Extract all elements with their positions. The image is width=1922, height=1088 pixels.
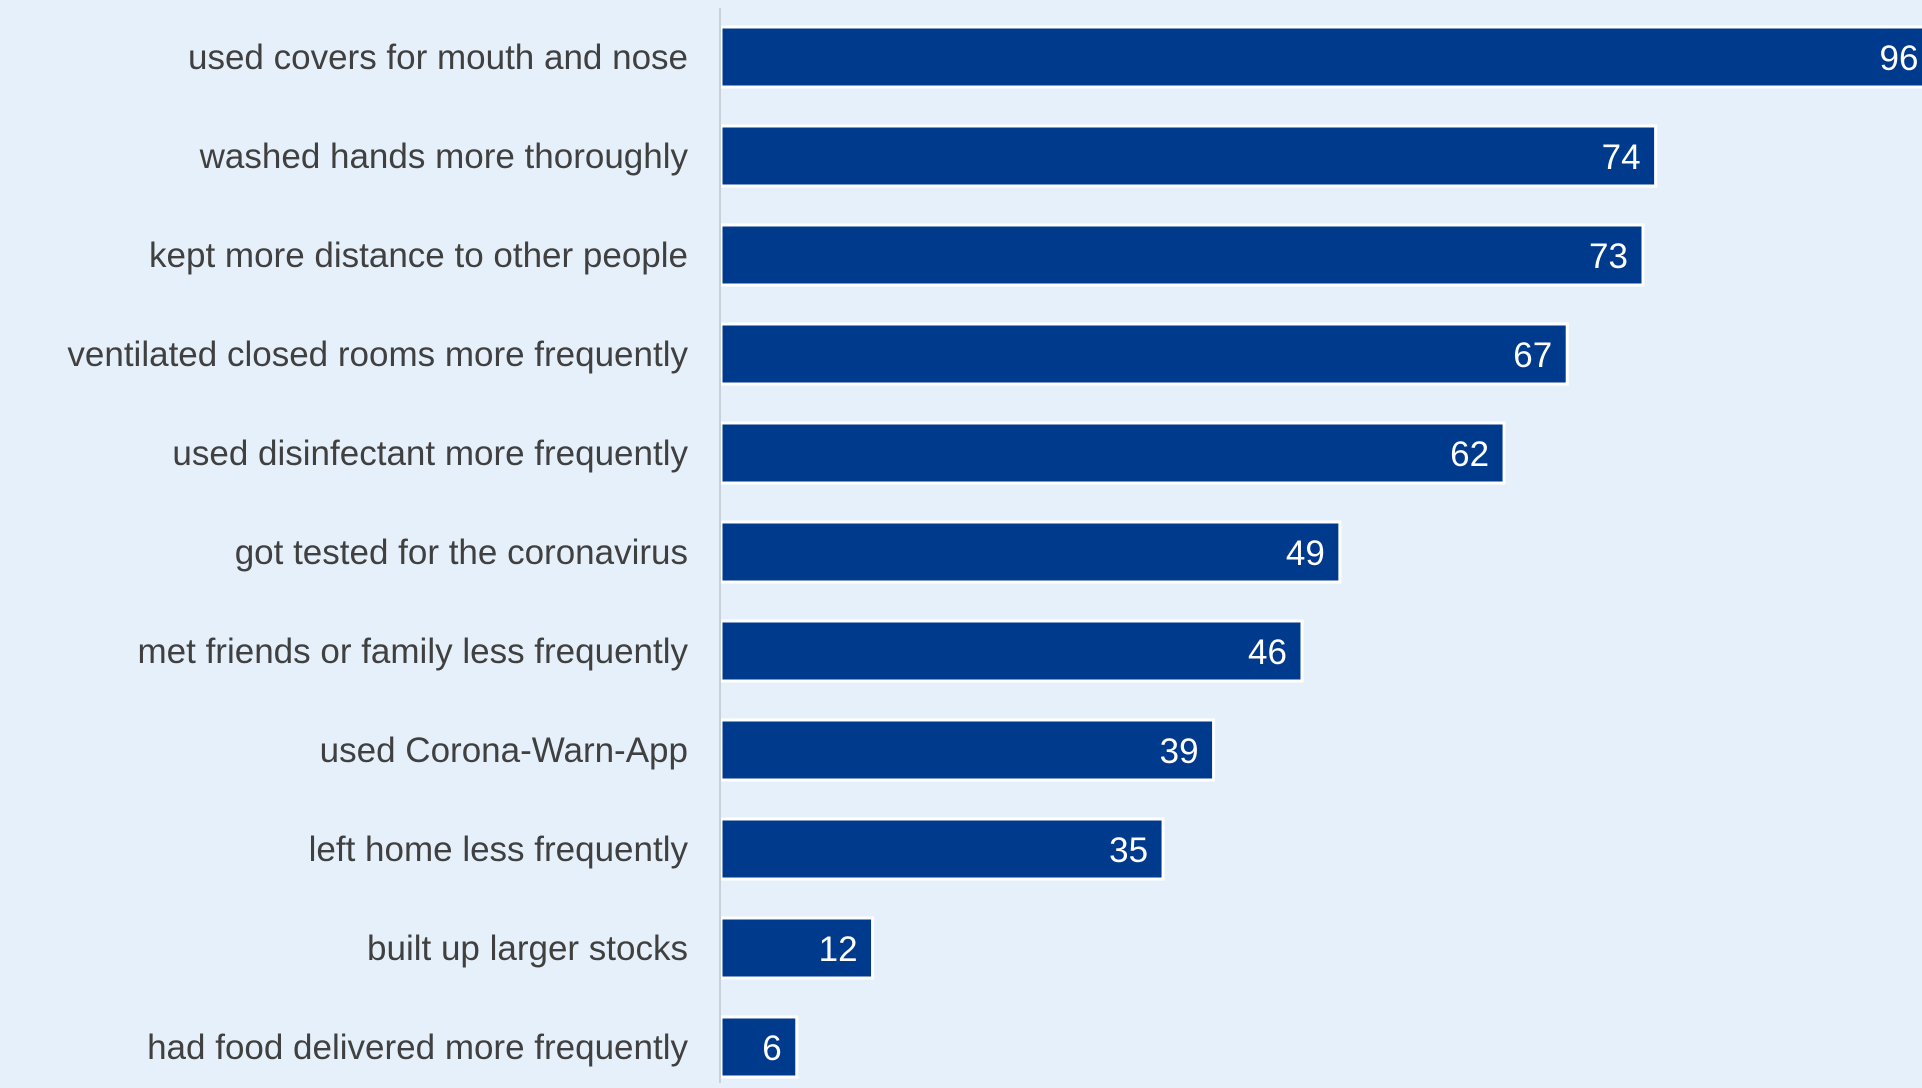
labels-layer: 96 used covers for mouth and nose 74 washed… — [67, 38, 1918, 1068]
value-label-10: 6 — [762, 1029, 781, 1068]
category-label-4: used disinfectant more frequently — [172, 434, 688, 473]
category-label-2: kept more distance to other people — [149, 236, 688, 275]
category-label-3: ventilated closed rooms more frequently — [67, 335, 688, 374]
bar-6 — [719, 619, 1304, 683]
bar-2 — [719, 223, 1645, 287]
value-label-5: 49 — [1286, 534, 1325, 573]
bar-9 — [719, 916, 875, 980]
bar-8 — [719, 817, 1165, 881]
category-label-1: washed hands more thoroughly — [199, 137, 689, 176]
category-label-5: got tested for the coronavirus — [235, 533, 688, 572]
bar-10 — [719, 1015, 799, 1079]
category-label-7: used Corona-Warn-App — [320, 731, 688, 770]
bar-4 — [719, 421, 1506, 485]
category-label-6: met friends or family less frequently — [138, 632, 689, 671]
bar-3 — [719, 322, 1569, 386]
bar-5 — [719, 520, 1342, 584]
category-label-0: used covers for mouth and nose — [188, 38, 688, 77]
value-label-6: 46 — [1248, 633, 1287, 672]
value-label-9: 12 — [819, 930, 858, 969]
category-label-10: had food delivered more frequently — [147, 1028, 688, 1067]
value-label-8: 35 — [1109, 831, 1148, 870]
bar-7 — [719, 718, 1216, 782]
value-label-2: 73 — [1589, 237, 1628, 276]
category-label-8: left home less frequently — [309, 830, 689, 869]
value-label-3: 67 — [1513, 336, 1552, 375]
value-label-1: 74 — [1602, 138, 1641, 177]
bar-1 — [719, 124, 1658, 188]
category-label-9: built up larger stocks — [367, 929, 688, 968]
value-label-4: 62 — [1450, 435, 1489, 474]
value-label-0: 96 — [1880, 39, 1919, 78]
bar-0 — [719, 25, 1922, 89]
bars-layer — [719, 25, 1922, 1079]
value-label-7: 39 — [1160, 732, 1199, 771]
